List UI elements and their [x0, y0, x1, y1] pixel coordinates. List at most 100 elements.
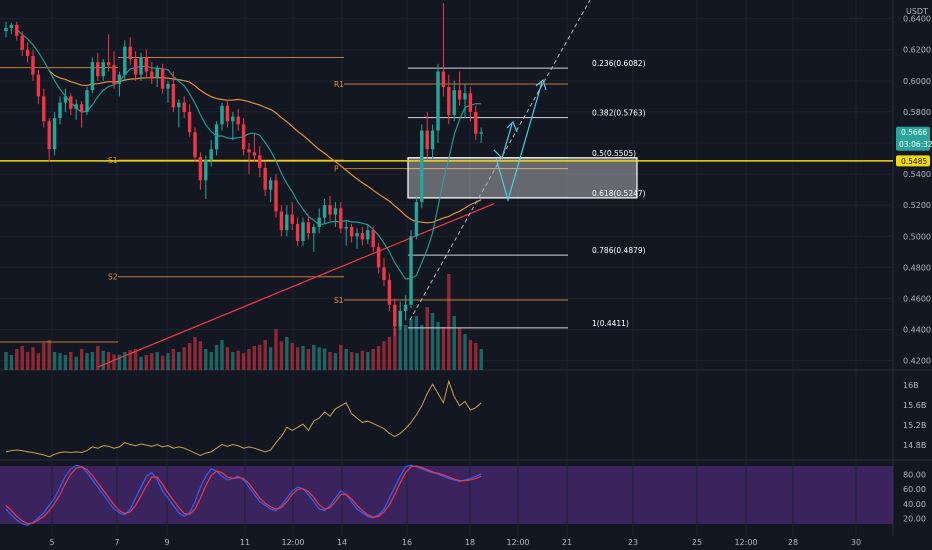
volume-bar	[366, 352, 370, 370]
pivot-label: S2	[108, 273, 118, 282]
volume-bar	[42, 343, 46, 370]
candle-body	[285, 214, 289, 231]
candle-body	[69, 96, 73, 109]
volume-bar	[333, 353, 338, 370]
volume-bar	[74, 356, 78, 370]
volume-bar	[479, 349, 483, 370]
volume-bar	[290, 343, 294, 370]
price-tick-label: 0.5400	[903, 170, 931, 179]
candle-body	[47, 121, 51, 150]
candle-body	[85, 90, 89, 112]
price-tick-label: 0.6400	[903, 15, 931, 24]
volume-bar	[258, 344, 262, 370]
candle-body	[479, 132, 483, 134]
volume-bar	[117, 355, 122, 370]
volume-bar	[263, 340, 267, 370]
volume-bar	[441, 326, 446, 370]
volume-bar	[220, 340, 224, 370]
time-tick-label: 28	[788, 538, 798, 547]
obv-tick-label: 16B	[903, 381, 919, 390]
candle-body	[58, 102, 62, 119]
fib-level-label: 0.5(0.5505)	[592, 149, 636, 158]
volume-bar	[231, 352, 235, 370]
volume-bar	[420, 325, 424, 370]
candle-body	[409, 236, 413, 305]
volume-bar	[15, 349, 19, 370]
candle-body	[258, 155, 262, 168]
volume-bar	[20, 346, 24, 370]
fib-level-label: 0.618(0.5247)	[592, 189, 646, 198]
pivot-label: R1	[334, 80, 344, 89]
candle-body	[414, 202, 419, 237]
candle-body	[452, 90, 456, 116]
candle-body	[312, 226, 316, 234]
volume-bar	[387, 337, 392, 370]
projection-path-2	[495, 81, 543, 203]
candle-body	[90, 62, 95, 91]
candle-body	[177, 102, 181, 108]
candle-body	[42, 96, 46, 122]
volume-bar	[376, 346, 381, 370]
price-tick-label: 0.5200	[903, 201, 931, 210]
volume-bar	[371, 349, 375, 370]
fib-level-label: 0.382(0.5763)	[592, 109, 646, 118]
candle-body	[9, 24, 14, 28]
price-tick-label: 0.6000	[903, 77, 931, 86]
obv-tick-label: 15.2B	[903, 421, 926, 430]
volume-bar	[52, 352, 57, 370]
candle-body	[74, 104, 78, 109]
volume-bar	[47, 340, 51, 370]
volume-bar	[252, 346, 257, 370]
volume-bar	[306, 349, 311, 370]
volume-bar	[187, 343, 192, 370]
candle-body	[263, 167, 267, 190]
candle-body	[403, 304, 408, 311]
svg-text:0.5666: 0.5666	[901, 128, 927, 137]
candle-body	[279, 211, 284, 231]
volume-bar	[339, 344, 343, 370]
candle-body	[333, 208, 338, 215]
projection-dashed-line	[409, 0, 591, 321]
pivot-label: S1	[334, 296, 344, 305]
candle-body	[274, 180, 278, 212]
candle-body	[160, 68, 165, 89]
fib-golden-zone-box	[407, 157, 638, 199]
candle-body	[214, 124, 219, 150]
volume-bar	[241, 353, 246, 370]
volume-bar	[166, 353, 170, 370]
candle-body	[436, 71, 440, 131]
projection-arrowhead-1	[506, 120, 518, 133]
volume-bar	[274, 329, 278, 370]
volume-bar	[295, 347, 300, 370]
volume-bar	[225, 347, 230, 370]
candle-body	[317, 217, 321, 227]
candle-body	[349, 226, 354, 237]
volume-bar	[123, 352, 127, 370]
time-axis[interactable]: 5 7 9 11 12:00 14 16 18 12:00 21 23 25 12:00 28 30	[49, 538, 861, 547]
volume-bar	[139, 356, 143, 370]
volume-bar	[144, 355, 149, 370]
candle-body	[150, 71, 154, 78]
time-tick-label: 12:00	[734, 538, 757, 547]
candle-body	[301, 222, 305, 241]
candle-body	[25, 49, 30, 56]
candlesticks	[4, 3, 483, 336]
price-tick-label: 0.6200	[903, 46, 931, 55]
volume-bar	[58, 353, 62, 370]
price-axis[interactable]: 0.64000.62000.60000.58000.56000.54000.52…	[903, 15, 931, 366]
volume-bar	[25, 352, 30, 370]
candle-body	[139, 57, 143, 75]
volume-bar	[468, 340, 473, 370]
candle-body	[447, 87, 451, 116]
candle-body	[155, 68, 159, 78]
candle-body	[328, 205, 332, 215]
volume-bar	[285, 337, 289, 370]
volume-bar	[150, 353, 154, 370]
candle-body	[398, 310, 402, 327]
volume-bar	[360, 350, 365, 370]
time-tick-label: 16	[402, 538, 412, 547]
candle-body	[457, 90, 462, 100]
volume-bar	[209, 352, 213, 370]
candle-body	[290, 214, 294, 224]
